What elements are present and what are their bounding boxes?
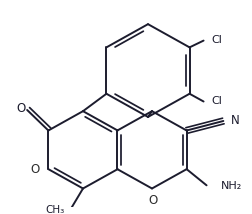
Text: O: O bbox=[148, 194, 158, 207]
Text: Cl: Cl bbox=[212, 35, 223, 45]
Text: O: O bbox=[31, 163, 40, 176]
Text: N: N bbox=[231, 114, 240, 128]
Text: CH₃: CH₃ bbox=[46, 205, 65, 214]
Text: NH₂: NH₂ bbox=[220, 181, 242, 191]
Text: O: O bbox=[17, 102, 26, 114]
Text: Cl: Cl bbox=[212, 97, 223, 107]
